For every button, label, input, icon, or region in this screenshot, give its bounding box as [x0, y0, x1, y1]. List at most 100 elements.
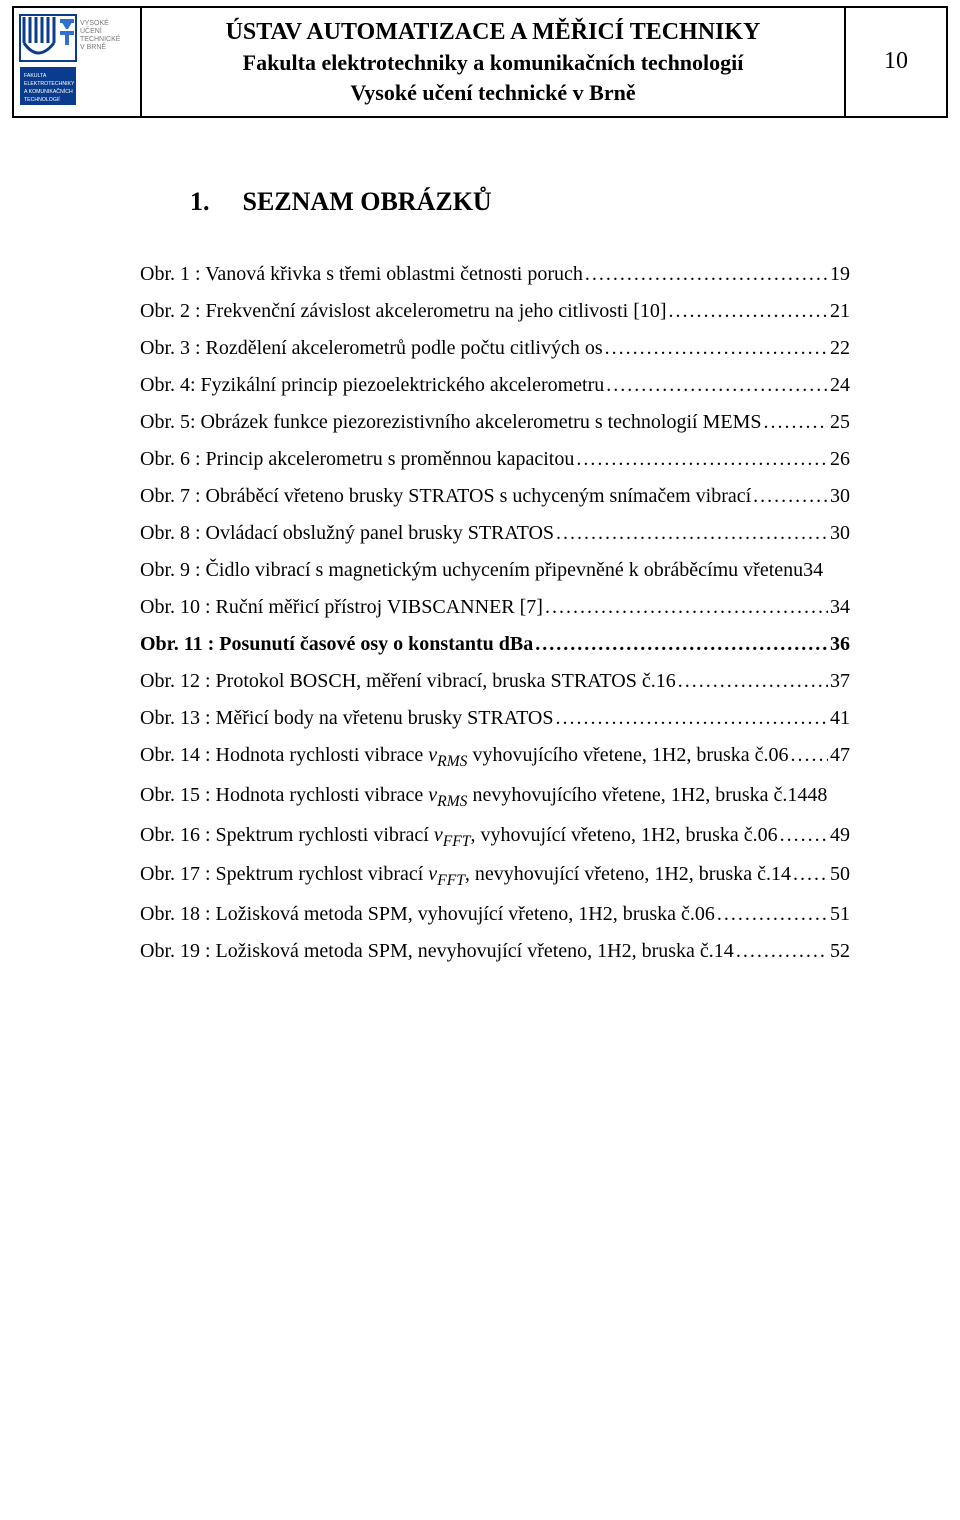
- page-content: 1. SEZNAM OBRÁZKŮ Obr. 1 : Vanová křivka…: [0, 118, 960, 1010]
- header-page-number: 10: [844, 8, 946, 116]
- toc-entry-page: 25: [830, 404, 850, 441]
- toc-entry-text-post: nevyhovujícího vřetene, 1H2, bruska č.14: [467, 784, 807, 806]
- toc-leader-dots: [556, 515, 828, 552]
- toc-entry-text-post: , vyhovující vřeteno, 1H2, bruska č.06: [470, 824, 777, 846]
- toc-entry-page: 51: [830, 896, 850, 933]
- toc-entry-page: 37: [830, 663, 850, 700]
- toc-entry-symbol: v: [428, 863, 437, 885]
- toc-entry: Obr. 14 : Hodnota rychlosti vibrace vRMS…: [140, 737, 850, 777]
- logo-caption-line: UČENÍ: [80, 26, 102, 35]
- toc-entry: Obr. 19 : Ložisková metoda SPM, nevyhovu…: [140, 933, 850, 970]
- logo-sub-line: ELEKTROTECHNIKY: [24, 81, 75, 87]
- toc-entry: Obr. 10 : Ruční měřicí přístroj VIBSCANN…: [140, 589, 850, 626]
- toc-leader-dots: [585, 256, 828, 293]
- toc-leader-dots: [780, 817, 828, 854]
- vut-logo-icon: VYSOKÉ UČENÍ TECHNICKÉ V BRNĚ FAKULTA EL…: [18, 13, 136, 111]
- toc-entry-text-post: , nevyhovující vřeteno, 1H2, bruska č.14: [465, 863, 791, 885]
- toc-entry-text: Obr. 7 : Obráběcí vřeteno brusky STRATOS…: [140, 478, 751, 515]
- toc-entry-text: Obr. 2 : Frekvenční závislost akcelerome…: [140, 293, 667, 330]
- toc-entry: Obr. 13 : Měřicí body na vřetenu brusky …: [140, 700, 850, 737]
- toc-entry: Obr. 17 : Spektrum rychlost vibrací vFFT…: [140, 856, 850, 896]
- toc-entry: Obr. 11 : Posunutí časové osy o konstant…: [140, 626, 850, 663]
- toc-leader-dots: [556, 700, 829, 737]
- toc-entry-text: Obr. 17 : Spektrum rychlost vibrací vFFT…: [140, 856, 791, 896]
- toc-entry-page: 34: [803, 552, 823, 589]
- toc-entry: Obr. 16 : Spektrum rychlosti vibrací vFF…: [140, 817, 850, 857]
- toc-entry-text: Obr. 9 : Čidlo vibrací s magnetickým uch…: [140, 552, 803, 589]
- toc-entry-page: 49: [830, 817, 850, 854]
- toc-entry-text: Obr. 10 : Ruční měřicí přístroj VIBSCANN…: [140, 589, 543, 626]
- toc-entry-text: Obr. 4: Fyzikální princip piezoelektrick…: [140, 367, 604, 404]
- toc-entry: Obr. 2 : Frekvenční závislost akcelerome…: [140, 293, 850, 330]
- toc-leader-dots: [545, 589, 828, 626]
- logo-caption-line: TECHNICKÉ: [80, 34, 121, 43]
- toc-entry: Obr. 7 : Obráběcí vřeteno brusky STRATOS…: [140, 478, 850, 515]
- page: VYSOKÉ UČENÍ TECHNICKÉ V BRNĚ FAKULTA EL…: [0, 6, 960, 1520]
- toc-leader-dots: [717, 896, 828, 933]
- toc-entry-page: 30: [830, 515, 850, 552]
- toc-entry-text: Obr. 13 : Měřicí body na vřetenu brusky …: [140, 700, 554, 737]
- toc-entry: Obr. 15 : Hodnota rychlosti vibrace vRMS…: [140, 777, 850, 817]
- toc-entry-page: 26: [830, 441, 850, 478]
- logo-sub-line: FAKULTA: [24, 73, 47, 79]
- toc-leader-dots: [606, 367, 828, 404]
- toc-entry-subscript: FFT: [437, 872, 465, 889]
- logo-sub-line: A KOMUNIKAČNÍCH: [24, 88, 73, 95]
- toc-leader-dots: [678, 663, 828, 700]
- toc-leader-dots: [753, 478, 828, 515]
- toc-entry-symbol: v: [434, 824, 443, 846]
- toc-entry-text: Obr. 16 : Spektrum rychlosti vibrací vFF…: [140, 817, 778, 857]
- toc-entry-page: 52: [830, 933, 850, 970]
- header-title-block: ÚSTAV AUTOMATIZACE A MĚŘICÍ TECHNIKY Fak…: [142, 8, 844, 116]
- toc-entry-text-post: vyhovujícího vřetene, 1H2, bruska č.06: [467, 744, 788, 766]
- toc-entry-symbol: v: [428, 784, 437, 806]
- toc-entry-text: Obr. 3 : Rozdělení akcelerometrů podle p…: [140, 330, 603, 367]
- toc-leader-dots: [669, 293, 828, 330]
- toc-entry: Obr. 8 : Ovládací obslužný panel brusky …: [140, 515, 850, 552]
- toc-entry: Obr. 1 : Vanová křivka s třemi oblastmi …: [140, 256, 850, 293]
- toc-leader-dots: [793, 856, 828, 893]
- logo-caption-line: V BRNĚ: [80, 42, 106, 51]
- toc-entry-text-pre: Obr. 16 : Spektrum rychlosti vibrací: [140, 824, 434, 846]
- toc-entry-text: Obr. 1 : Vanová křivka s třemi oblastmi …: [140, 256, 583, 293]
- logo-sub-line: TECHNOLOGIÍ: [24, 96, 60, 103]
- toc-entry-text: Obr. 14 : Hodnota rychlosti vibrace vRMS…: [140, 737, 789, 777]
- toc-entry: Obr. 6 : Princip akcelerometru s proměnn…: [140, 441, 850, 478]
- heading-number: 1.: [190, 178, 236, 226]
- toc-entry-text: Obr. 6 : Princip akcelerometru s proměnn…: [140, 441, 574, 478]
- toc-entry-page: 34: [830, 589, 850, 626]
- toc-entry-page: 19: [830, 256, 850, 293]
- toc-entry-text-pre: Obr. 14 : Hodnota rychlosti vibrace: [140, 744, 428, 766]
- page-header: VYSOKÉ UČENÍ TECHNICKÉ V BRNĚ FAKULTA EL…: [12, 6, 948, 118]
- toc-entry-text: Obr. 18 : Ložisková metoda SPM, vyhovují…: [140, 896, 715, 933]
- toc-entry-text: Obr. 12 : Protokol BOSCH, měření vibrací…: [140, 663, 676, 700]
- toc-entry-text: Obr. 5: Obrázek funkce piezorezistivního…: [140, 404, 761, 441]
- toc-entry-page: 36: [830, 626, 850, 663]
- toc-leader-dots: [576, 441, 828, 478]
- toc-leader-dots: [605, 330, 828, 367]
- toc-leader-dots: [535, 626, 828, 663]
- toc-entry-page: 21: [830, 293, 850, 330]
- toc-entry-page: 22: [830, 330, 850, 367]
- toc-entry-page: 47: [830, 737, 850, 774]
- toc-entry-page: 41: [830, 700, 850, 737]
- toc-entry-text-pre: Obr. 17 : Spektrum rychlost vibrací: [140, 863, 428, 885]
- section-heading: 1. SEZNAM OBRÁZKŮ: [190, 178, 850, 226]
- toc-entry-text: Obr. 8 : Ovládací obslužný panel brusky …: [140, 515, 554, 552]
- toc-entry-page: 24: [830, 367, 850, 404]
- toc-entry-subscript: FFT: [443, 833, 471, 850]
- toc-entry-subscript: RMS: [437, 753, 467, 770]
- toc-entry: Obr. 5: Obrázek funkce piezorezistivního…: [140, 404, 850, 441]
- toc-entry: Obr. 9 : Čidlo vibrací s magnetickým uch…: [140, 552, 850, 589]
- toc-entry: Obr. 4: Fyzikální princip piezoelektrick…: [140, 367, 850, 404]
- toc-entry-text-pre: Obr. 15 : Hodnota rychlosti vibrace: [140, 784, 428, 806]
- toc-leader-dots: [736, 933, 828, 970]
- toc-entry-symbol: v: [428, 744, 437, 766]
- toc-entry: Obr. 3 : Rozdělení akcelerometrů podle p…: [140, 330, 850, 367]
- toc-entry-page: 48: [807, 777, 827, 814]
- logo-caption-line: VYSOKÉ: [80, 18, 109, 27]
- toc-entry-text: Obr. 19 : Ložisková metoda SPM, nevyhovu…: [140, 933, 734, 970]
- list-of-figures: Obr. 1 : Vanová křivka s třemi oblastmi …: [140, 256, 850, 970]
- toc-entry: Obr. 12 : Protokol BOSCH, měření vibrací…: [140, 663, 850, 700]
- toc-entry-text: Obr. 11 : Posunutí časové osy o konstant…: [140, 626, 533, 663]
